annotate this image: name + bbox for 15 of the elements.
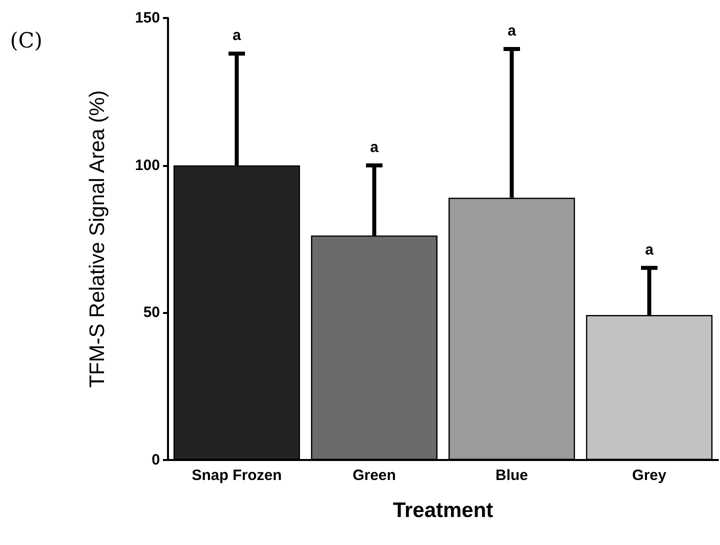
- x-tick-label: Grey: [632, 467, 667, 484]
- x-tick-label: Blue: [495, 467, 528, 484]
- annotation: a: [232, 27, 242, 44]
- y-tick-label: 50: [143, 304, 160, 322]
- x-tick-label: Green: [352, 467, 396, 484]
- y-axis-title: TFM-S Relative Signal Area (%): [86, 90, 109, 388]
- annotation: a: [370, 138, 380, 156]
- y-tick-label: 0: [152, 452, 160, 468]
- text: (C): [10, 28, 42, 52]
- annotation: a: [645, 241, 654, 258]
- x-tick-label: Snap Frozen: [192, 467, 282, 484]
- x-axis-title: Treatment: [392, 499, 494, 522]
- y-tick-label: 100: [134, 156, 160, 174]
- y-tick-label: 150: [134, 10, 160, 26]
- annotation: a: [508, 22, 517, 40]
